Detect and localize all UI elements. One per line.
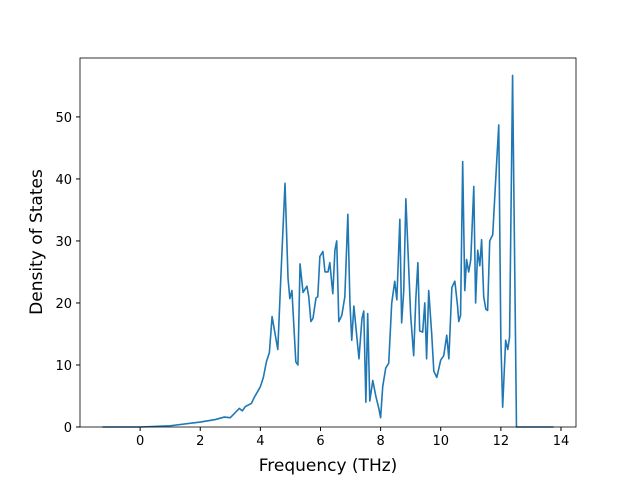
x-tick-label: 10 — [432, 434, 449, 449]
plot-frame — [79, 57, 577, 428]
x-tick-label: 0 — [136, 434, 144, 449]
x-tick-label: 4 — [256, 434, 264, 449]
x-tick-label: 14 — [553, 434, 570, 449]
x-tick-label: 12 — [493, 434, 510, 449]
y-tick-label: 40 — [55, 173, 72, 188]
y-tick-label: 10 — [55, 359, 72, 374]
line — [102, 74, 554, 428]
x-tick-label: 6 — [316, 434, 324, 449]
y-axis-label: Density of States — [27, 169, 47, 315]
y-tick-label: 0 — [64, 421, 72, 436]
y-tick-label: 50 — [55, 111, 72, 126]
x-tick-label: 2 — [196, 434, 204, 449]
y-tick-label: 30 — [55, 235, 72, 250]
x-tick-label: 8 — [376, 434, 384, 449]
y-tick-label: 20 — [55, 297, 72, 312]
x-axis-label: Frequency (THz) — [259, 456, 398, 476]
